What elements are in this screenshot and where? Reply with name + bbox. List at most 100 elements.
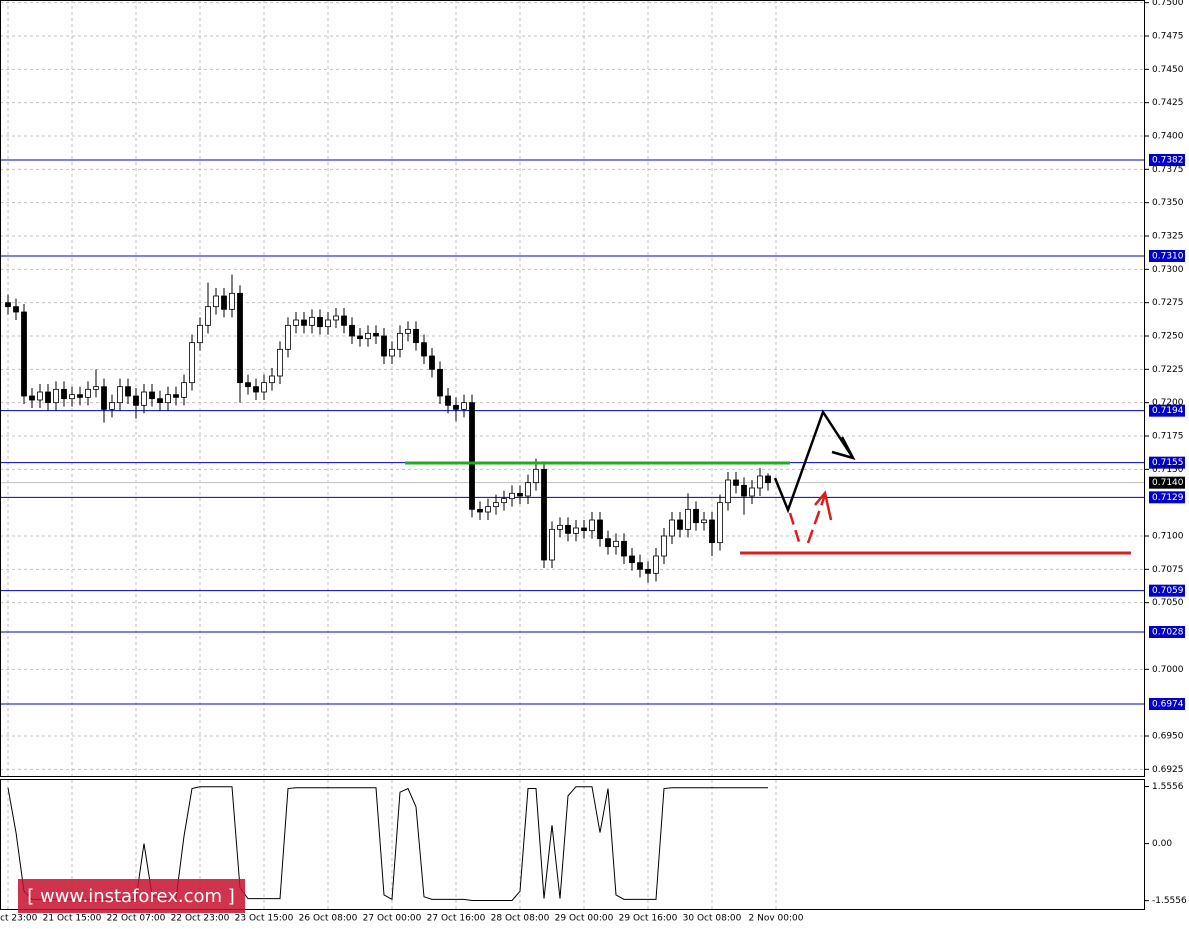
x-tick-label: 20 Oct 23:00 [0, 914, 38, 924]
candle-body [141, 391, 147, 406]
candle-body [341, 315, 347, 326]
level-label: 0.7028 [1152, 628, 1184, 638]
current-tag [1149, 476, 1185, 489]
level-label: 0.7382 [1152, 156, 1184, 166]
candle-body [117, 386, 123, 404]
y-tick-label: 0.7450 [1152, 65, 1184, 75]
marks [5, 274, 771, 901]
candle-body [61, 388, 67, 400]
candle-body [29, 395, 35, 401]
candle-body [85, 388, 91, 398]
candle-body [701, 519, 707, 524]
candle-body [309, 316, 315, 326]
candle-body [189, 342, 195, 384]
candle-body [509, 492, 515, 500]
candle-body [597, 519, 603, 540]
candle-body [733, 479, 739, 486]
x-tick-label: 27 Oct 16:00 [427, 914, 486, 924]
candle-body [269, 375, 275, 384]
candle-body [45, 391, 51, 404]
candle-body [253, 386, 259, 393]
candle-body [205, 306, 211, 326]
candle-body [181, 382, 187, 398]
level-label: 0.7129 [1152, 493, 1184, 503]
candle-body [5, 302, 11, 308]
level-label: 0.7059 [1152, 586, 1184, 596]
level-tag [1149, 698, 1185, 710]
candle-body [461, 402, 467, 410]
y-tick-label: 0.7475 [1152, 32, 1184, 42]
candle-body [581, 527, 587, 532]
main-frame [0, 0, 1145, 777]
level-tag [1149, 584, 1185, 597]
candle-body [645, 568, 651, 574]
y-tick-label: 1.5556 [1152, 782, 1184, 792]
arrow-head [831, 436, 856, 461]
grid [0, 0, 1145, 910]
candle-body [389, 348, 395, 357]
y-tick-label: 0.7100 [1152, 532, 1184, 542]
level-tag [1149, 250, 1185, 262]
x-tick-label: 29 Oct 00:00 [555, 914, 614, 924]
level-tag [1149, 456, 1185, 469]
y-tick-label: 0.7300 [1152, 265, 1184, 275]
candle-body [557, 524, 563, 530]
candle-body [277, 348, 283, 377]
candle-body [101, 386, 107, 410]
x-tick-label: 30 Oct 08:00 [683, 914, 742, 924]
candle-body [453, 404, 459, 410]
levels: 0.7382 0.7310 0.7194 0.7155 0.7129 0.7059 0.70… [0, 154, 1185, 710]
y-tick-label: 0.7000 [1152, 665, 1184, 675]
watermark-box [18, 879, 245, 913]
indicator-frame [0, 779, 1145, 910]
y-tick-label: 0.7350 [1152, 198, 1184, 208]
y-tick-label: 0.6950 [1152, 732, 1184, 742]
candle-body [653, 555, 659, 574]
candle-body [173, 394, 179, 398]
x-tick-label: 28 Oct 08:00 [491, 914, 550, 924]
candle-body [77, 394, 83, 398]
candle-body [149, 391, 155, 400]
x-tick-label: 26 Oct 08:00 [299, 914, 358, 924]
candle-body [573, 527, 579, 534]
candle-body [749, 487, 755, 497]
level-tag [1149, 154, 1185, 166]
alt-arrow [788, 512, 802, 546]
candle-body [693, 508, 699, 524]
candle-body [325, 319, 331, 328]
candle-body [717, 502, 723, 544]
x-tick-label: 29 Oct 16:00 [619, 914, 678, 924]
candle-body [669, 519, 675, 537]
candle-body [21, 311, 27, 397]
candle-body [261, 382, 267, 393]
level-label: 0.6974 [1152, 700, 1184, 710]
y-tick-label: 0.7175 [1152, 432, 1184, 442]
candle-body [37, 391, 43, 401]
candle-body [213, 295, 219, 308]
candle-body [405, 328, 411, 334]
candle-body [765, 475, 771, 484]
candle-body [757, 475, 763, 489]
y-tick-label: 0.7500 [1152, 0, 1184, 8]
candle-body [685, 508, 691, 530]
y-tick-label: 0.7425 [1152, 98, 1184, 108]
candle-body [133, 395, 139, 406]
candle-body [373, 332, 379, 337]
candle-body [293, 319, 299, 326]
y-tick-label: 0.7075 [1152, 565, 1184, 575]
candle-body [333, 315, 339, 321]
candle-body [245, 382, 251, 388]
y-tick-label: -1.5556 [1152, 896, 1187, 906]
y-tick-label: 0.7275 [1152, 298, 1184, 308]
candle-body [613, 540, 619, 548]
candle-body [741, 484, 747, 497]
candle-body [637, 562, 643, 570]
level-tag [1149, 404, 1185, 417]
candle-body [285, 324, 291, 350]
candle-body [429, 355, 435, 370]
candle-body [549, 528, 555, 561]
candle-body [237, 292, 243, 384]
y-tick-label: 0.00 [1152, 839, 1172, 849]
candle-body [661, 535, 667, 557]
